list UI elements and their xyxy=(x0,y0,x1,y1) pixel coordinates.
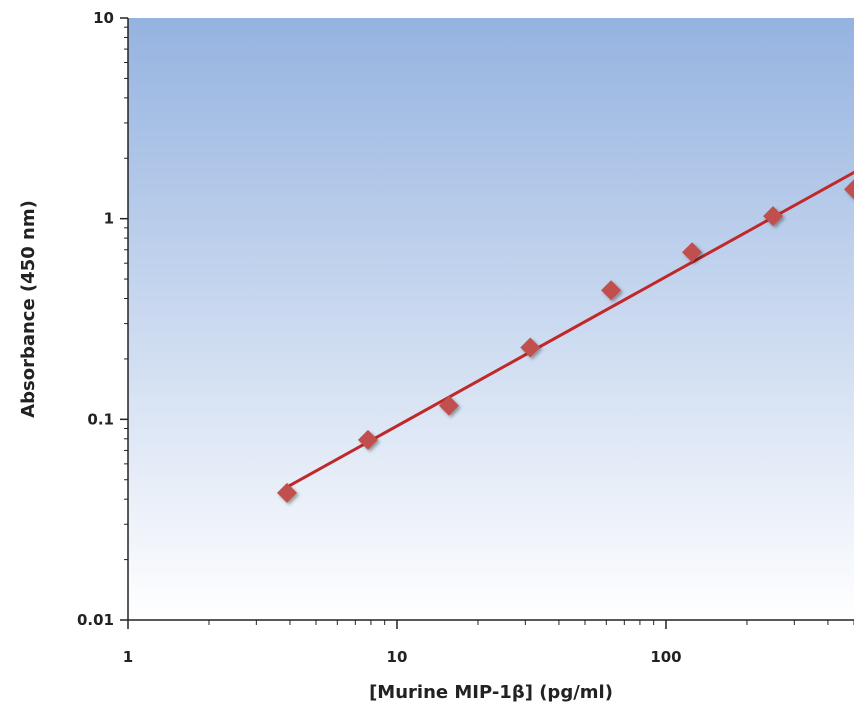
data-point xyxy=(276,482,297,503)
x-tick-label: 1 xyxy=(123,648,133,666)
data-point xyxy=(844,179,854,200)
x-tick-label: 10 xyxy=(387,648,408,666)
x-axis-title: [Murine MIP-1β] (pg/ml) xyxy=(369,682,613,703)
y-tick-label: 10 xyxy=(93,9,114,27)
data-point xyxy=(520,337,541,358)
y-tick-label: 0.01 xyxy=(77,611,114,629)
fit-line xyxy=(285,170,854,489)
data-point xyxy=(601,280,622,301)
data-point xyxy=(682,242,703,263)
data-point xyxy=(763,206,784,227)
plot-area xyxy=(128,18,854,620)
data-point xyxy=(357,429,378,450)
y-tick-label: 0.1 xyxy=(87,410,114,428)
y-axis-title: Absorbance (450 nm) xyxy=(18,200,39,418)
y-tick-label: 1 xyxy=(104,210,114,228)
x-tick-label: 100 xyxy=(650,648,681,666)
data-point xyxy=(438,395,459,416)
